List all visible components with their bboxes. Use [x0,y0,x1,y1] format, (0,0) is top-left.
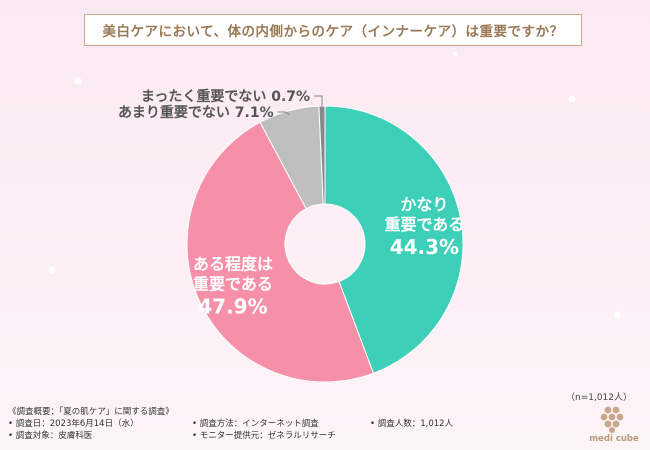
slice-label-2: あまり重要でない 7.1% [118,104,274,121]
slice-label-3: まったく重要でない 0.7% [141,88,310,105]
leader-line-3 [314,95,323,111]
pie-slice-3 [318,105,326,205]
footer-heading: 《調査概要：「夏の肌ケア」に関する調査》 [8,407,174,417]
slice-value-1: 47.9% [198,295,267,319]
footer-monitor-provider: • モニター提供元：ゼネラルリサーチ [192,431,336,441]
pie-slice-1 [186,121,375,383]
sample-size: （n=1,012人） [565,393,632,403]
footer-survey-date: • 調査日：2023年6月14日（水） [8,419,139,429]
footer-row-2: • 調査対象：皮膚科医 • モニター提供元：ゼネラルリサーチ [8,430,568,442]
slice-value-0: 44.3% [390,235,459,259]
footer-survey-count: • 調査人数：1,012人 [370,419,454,429]
footer-survey-target: • 調査対象：皮膚科医 [8,431,93,441]
survey-footer: 《調査概要：「夏の肌ケア」に関する調査》 • 調査日：2023年6月14日（水）… [8,406,568,442]
slice-label-1-line-1: 重要である [193,275,273,294]
slice-label-1-line-0: ある程度は [193,255,273,274]
slice-label-0-line-1: 重要である [384,215,464,234]
footer-survey-method: • 調査方法：インターネット調査 [192,419,319,429]
chart-title: 美白ケアにおいて、体の内側からのケア（インナーケア）は重要ですか？ [84,14,582,46]
brand-logo: medi cube [588,404,640,446]
slice-label-0-line-0: かなり [400,195,448,214]
brand-name: medi cube [589,434,639,444]
footer-row-1: • 調査日：2023年6月14日（水） • 調査方法：インターネット調査 • 調… [8,418,568,430]
brand-mark-icon [600,406,624,433]
leader-line-2 [277,111,290,116]
pie-slice-0 [324,105,464,374]
